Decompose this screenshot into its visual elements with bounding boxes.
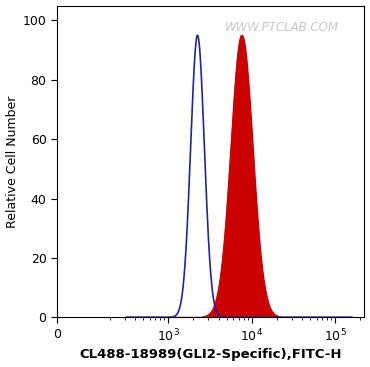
X-axis label: CL488-18989(GLI2-Specific),FITC-H: CL488-18989(GLI2-Specific),FITC-H (80, 348, 342, 361)
Text: WWW.PTCLAB.COM: WWW.PTCLAB.COM (225, 21, 339, 34)
Y-axis label: Relative Cell Number: Relative Cell Number (6, 95, 18, 228)
